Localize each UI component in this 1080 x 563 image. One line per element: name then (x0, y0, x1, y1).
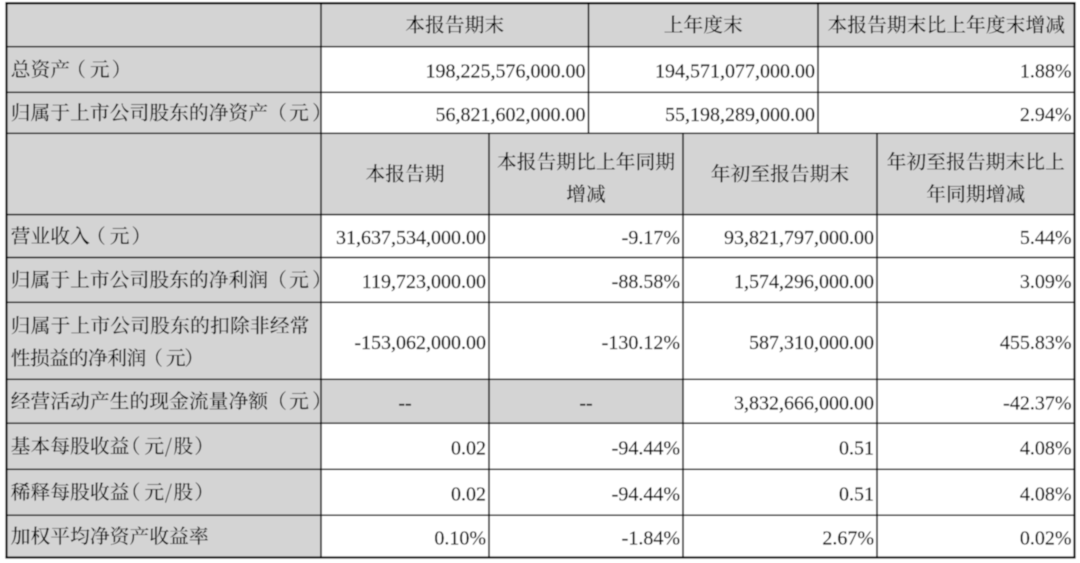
svg-text:4.08%: 4.08% (1020, 437, 1072, 459)
svg-text:-153,062,000.00: -153,062,000.00 (354, 332, 486, 354)
svg-text:31,637,534,000.00: 31,637,534,000.00 (336, 227, 486, 249)
svg-text:194,571,077,000.00: 194,571,077,000.00 (655, 61, 815, 83)
svg-text:1.88%: 1.88% (1020, 61, 1072, 83)
svg-text:0.51: 0.51 (839, 483, 874, 505)
svg-text:3,832,666,000.00: 3,832,666,000.00 (734, 392, 874, 414)
svg-text:2.94%: 2.94% (1020, 104, 1072, 126)
svg-text:0.02: 0.02 (451, 437, 486, 459)
svg-text:4.08%: 4.08% (1020, 483, 1072, 505)
svg-text:-130.12%: -130.12% (602, 332, 680, 354)
svg-text:-88.58%: -88.58% (612, 271, 680, 293)
svg-text:198,225,576,000.00: 198,225,576,000.00 (426, 61, 586, 83)
svg-text:-94.44%: -94.44% (612, 483, 680, 505)
svg-text:587,310,000.00: 587,310,000.00 (749, 332, 874, 354)
svg-text:5.44%: 5.44% (1020, 227, 1072, 249)
svg-text:93,821,797,000.00: 93,821,797,000.00 (724, 227, 874, 249)
svg-text:2.67%: 2.67% (822, 528, 874, 550)
svg-text:455.83%: 455.83% (1000, 332, 1072, 354)
svg-text:0.51: 0.51 (839, 437, 874, 459)
svg-text:0.02%: 0.02% (1020, 528, 1072, 550)
svg-text:-1.84%: -1.84% (622, 528, 680, 550)
svg-text:56,821,602,000.00: 56,821,602,000.00 (436, 104, 586, 126)
svg-text:-9.17%: -9.17% (622, 227, 680, 249)
svg-text:--: -- (398, 392, 411, 414)
svg-text:119,723,000.00: 119,723,000.00 (362, 271, 486, 293)
svg-text:1,574,296,000.00: 1,574,296,000.00 (734, 271, 874, 293)
svg-text:--: -- (579, 392, 592, 414)
svg-text:-42.37%: -42.37% (1003, 392, 1071, 414)
svg-text:0.02: 0.02 (451, 483, 486, 505)
svg-text:-94.44%: -94.44% (612, 437, 680, 459)
svg-text:3.09%: 3.09% (1020, 271, 1072, 293)
svg-text:0.10%: 0.10% (434, 528, 486, 550)
svg-text:55,198,289,000.00: 55,198,289,000.00 (665, 104, 815, 126)
